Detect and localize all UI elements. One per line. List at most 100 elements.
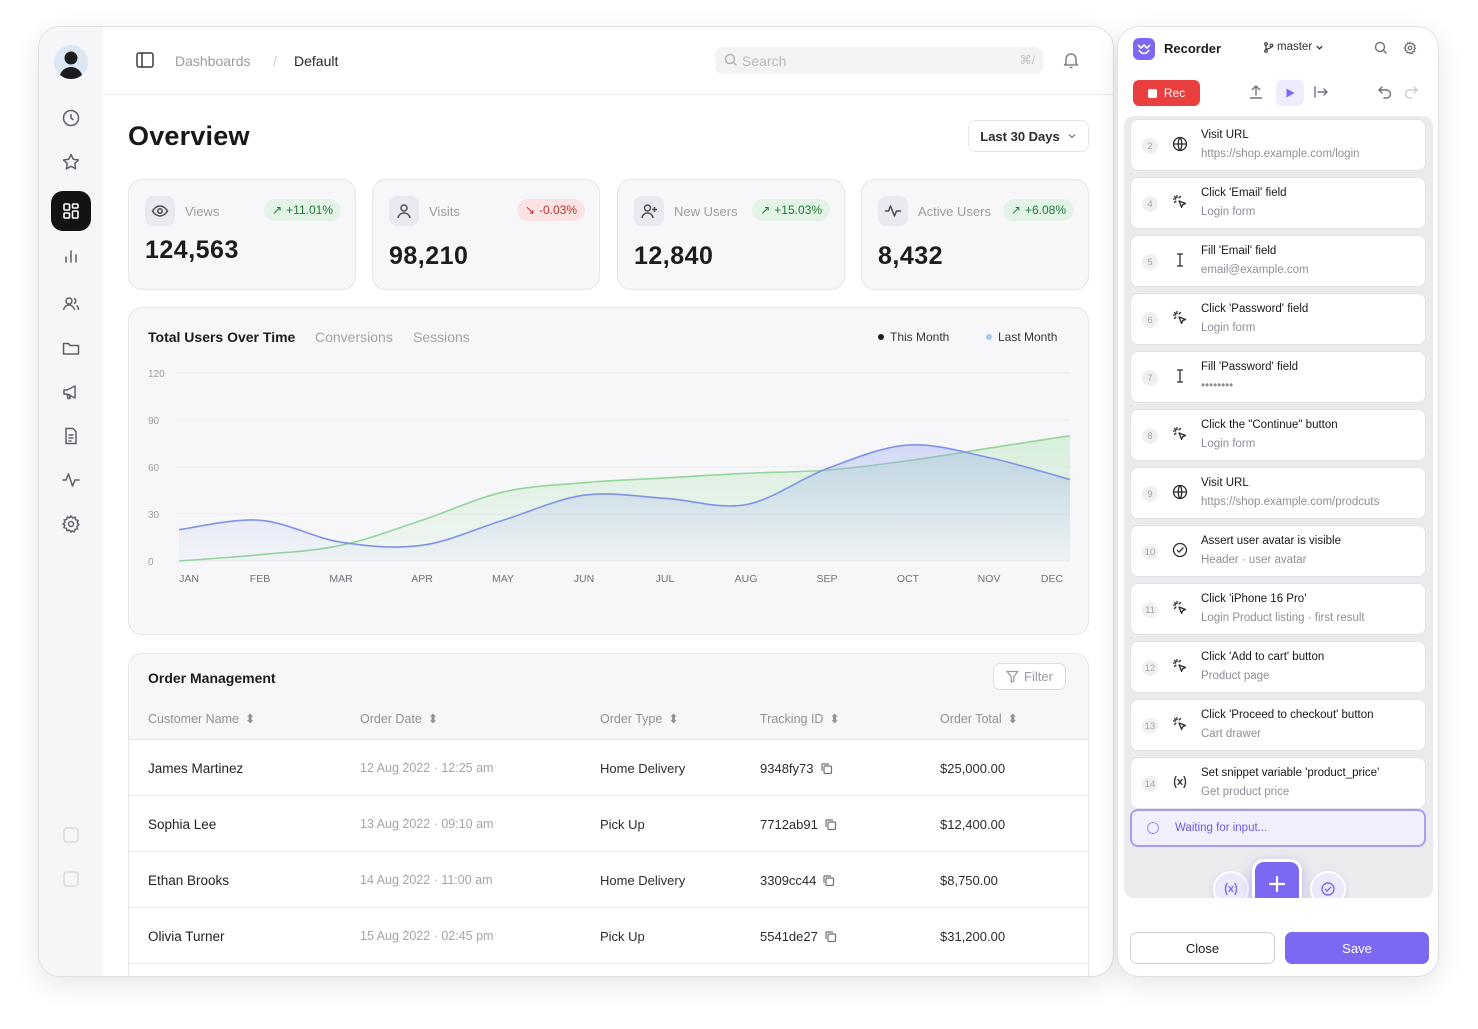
check-circle-icon	[1172, 542, 1188, 558]
step-item[interactable]: 10 Assert user avatar is visible Header · …	[1130, 525, 1426, 577]
gear-icon[interactable]	[1403, 41, 1417, 55]
col-order-total[interactable]: Order Total ⬍	[940, 711, 1018, 727]
step-item[interactable]: 13 Click 'Proceed to checkout' button Cart…	[1130, 699, 1426, 751]
folder-icon[interactable]	[51, 328, 91, 368]
arrow-up-right-icon: ↗	[760, 203, 771, 217]
branch-select[interactable]: master	[1263, 41, 1324, 53]
tab-total-users[interactable]: Total Users Over Time	[148, 329, 296, 345]
step-number: 11	[1142, 602, 1158, 618]
step-title: Fill 'Password' field	[1201, 361, 1299, 373]
play-button[interactable]	[1276, 80, 1304, 106]
x-tick-label: APR	[411, 573, 433, 585]
search-input[interactable]	[742, 47, 1002, 74]
upload-icon[interactable]	[1248, 84, 1264, 100]
sidebar-toggle-icon[interactable]	[136, 52, 154, 68]
click-icon	[1172, 426, 1188, 442]
rec-button[interactable]: Rec	[1133, 80, 1200, 106]
copy-icon[interactable]	[820, 762, 833, 775]
bell-icon[interactable]	[1061, 50, 1081, 70]
tracking-id: 9348fy73	[760, 761, 814, 776]
col-order-type[interactable]: Order Type ⬍	[600, 711, 679, 727]
search-icon[interactable]	[1374, 41, 1388, 55]
filter-button[interactable]: Filter	[993, 663, 1066, 690]
series-line-this-month	[178, 444, 1071, 548]
avatar[interactable]	[54, 45, 88, 79]
search-box: ⌘/	[715, 47, 1043, 74]
plus-icon	[1267, 874, 1287, 894]
cell-type: Pick Up	[600, 929, 645, 944]
copy-icon[interactable]	[822, 874, 835, 887]
text-cursor-icon	[1172, 368, 1188, 384]
tab-sessions[interactable]: Sessions	[413, 329, 470, 345]
dashboard-icon[interactable]	[51, 191, 91, 231]
table-row[interactable]: James Martinez 12 Aug 2022 · 12:25 am Ho…	[129, 740, 1088, 796]
step-over-icon[interactable]	[1313, 84, 1329, 100]
bar-chart-icon[interactable]	[51, 236, 91, 276]
step-title: Click 'Password' field	[1201, 303, 1309, 315]
table-row[interactable]: Olivia Turner 15 Aug 2022 · 02:45 pm Pic…	[129, 908, 1088, 964]
step-item[interactable]: 6 Click 'Password' field Login form	[1130, 293, 1426, 345]
trend-badge: ↗ +15.03%	[752, 199, 830, 221]
waiting-for-input[interactable]: Waiting for input...	[1130, 809, 1426, 847]
document-icon[interactable]	[51, 416, 91, 456]
col-customer-name[interactable]: Customer Name ⬍	[148, 711, 255, 727]
trend-value: -0.03%	[538, 203, 577, 217]
star-icon[interactable]	[51, 142, 91, 182]
click-icon	[1172, 310, 1188, 326]
step-item[interactable]: 11 Click 'iPhone 16 Pro' Login Product lis…	[1130, 583, 1426, 635]
col-order-date[interactable]: Order Date ⬍	[360, 711, 438, 727]
step-subtitle: Get product price	[1201, 786, 1290, 798]
col-tracking-id[interactable]: Tracking ID ⬍	[760, 711, 840, 727]
step-number: 10	[1142, 544, 1158, 560]
top-bar: Dashboards / Default ⌘/	[103, 27, 1113, 95]
tracking-id: 3309cc44	[760, 873, 817, 888]
megaphone-icon[interactable]	[51, 372, 91, 412]
table-row[interactable]: Ethan Brooks 14 Aug 2022 · 11:00 am Home…	[129, 852, 1088, 908]
step-item[interactable]: 8 Click the "Continue" button Login form	[1130, 409, 1426, 461]
step-item[interactable]: 12 Click 'Add to cart' button Product page	[1130, 641, 1426, 693]
save-button[interactable]: Save	[1285, 932, 1429, 964]
y-tick-label: 90	[148, 416, 160, 427]
close-button[interactable]: Close	[1130, 932, 1275, 964]
redo-icon[interactable]	[1403, 84, 1419, 100]
recorder-logo-icon	[1133, 38, 1155, 60]
step-number: 12	[1142, 660, 1158, 676]
add-step-button[interactable]	[1252, 859, 1302, 898]
step-number: 4	[1142, 196, 1158, 212]
step-item[interactable]: 2 Visit URL https://shop.example.com/login	[1130, 119, 1426, 171]
cell-name: Sophia Lee	[148, 817, 217, 832]
clock-icon[interactable]	[51, 98, 91, 138]
step-number: 5	[1142, 254, 1158, 270]
tracking-id: 7712ab91	[760, 817, 818, 832]
step-item[interactable]: 9 Visit URL https://shop.example.com/prodc…	[1130, 467, 1426, 519]
table-row[interactable]: Sophia Lee 13 Aug 2022 · 09:10 am Pick U…	[129, 796, 1088, 852]
eye-icon	[145, 196, 175, 226]
users-icon[interactable]	[51, 284, 91, 324]
step-number: 2	[1142, 138, 1158, 154]
col-label: Order Type	[600, 711, 663, 726]
trend-badge: ↗ +6.08%	[1002, 199, 1074, 221]
stat-value: 12,840	[634, 242, 714, 270]
tracking-id: 5541de27	[760, 929, 818, 944]
step-item[interactable]: 7 Fill 'Password' field ••••••••	[1130, 351, 1426, 403]
date-range-select[interactable]: Last 30 Days	[968, 120, 1089, 152]
x-tick-label: AUG	[735, 573, 758, 585]
breadcrumb-dashboards[interactable]: Dashboards	[175, 53, 251, 69]
undo-icon[interactable]	[1377, 84, 1393, 100]
step-subtitle: Login form	[1201, 322, 1256, 334]
copy-icon[interactable]	[824, 930, 837, 943]
variable-button[interactable]	[1213, 871, 1249, 898]
date-range-label: Last 30 Days	[980, 128, 1060, 144]
activity-icon[interactable]	[51, 460, 91, 500]
settings-icon[interactable]	[51, 504, 91, 544]
step-item[interactable]: 5 Fill 'Email' field email@example.com	[1130, 235, 1426, 287]
step-item[interactable]: 4 Click 'Email' field Login form	[1130, 177, 1426, 229]
x-tick-label: DEC	[1041, 573, 1064, 585]
cell-date: 14 Aug 2022 · 11:00 am	[360, 873, 493, 887]
tab-conversions[interactable]: Conversions	[315, 329, 393, 345]
page-title: Overview	[128, 121, 250, 151]
assert-button[interactable]	[1310, 871, 1346, 898]
step-item[interactable]: 14 Set snippet variable 'product_price' Ge…	[1130, 757, 1426, 809]
copy-icon[interactable]	[824, 818, 837, 831]
chevron-down-icon	[1315, 43, 1324, 52]
